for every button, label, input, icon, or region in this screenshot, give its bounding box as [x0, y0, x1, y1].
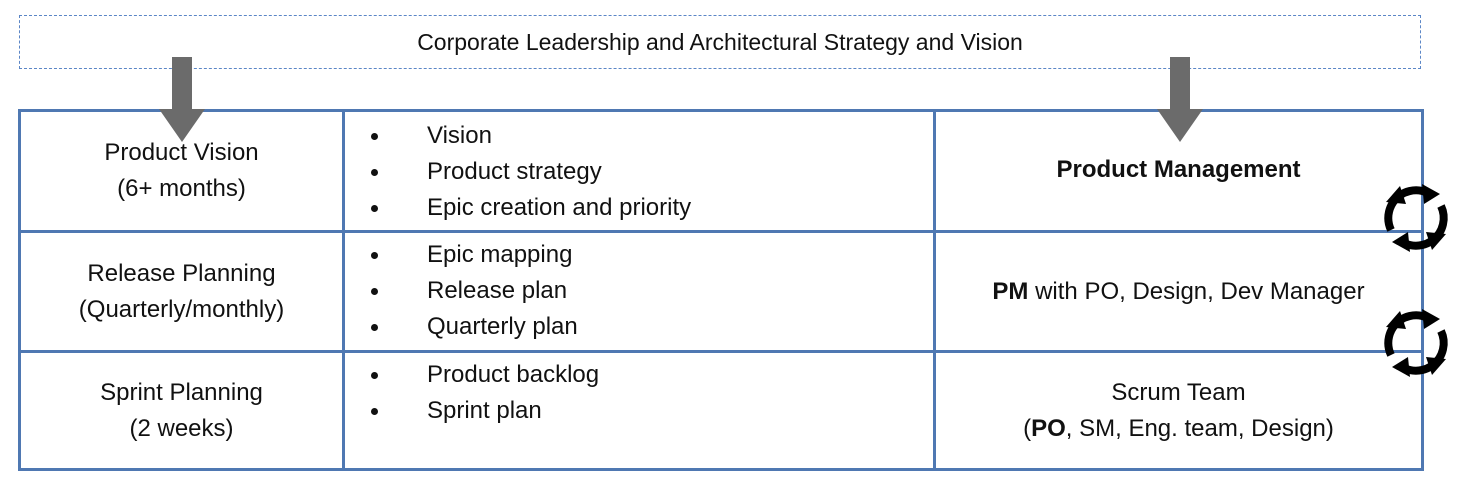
bullet-icon [371, 133, 378, 140]
banner-text: Corporate Leadership and Architectural S… [417, 28, 1023, 55]
list-item: Product backlog [345, 357, 599, 393]
list-item: Epic mapping [345, 237, 578, 273]
planning-table: Product Vision (6+ months) Vision Produc… [18, 109, 1424, 471]
list-item: Product strategy [345, 154, 691, 190]
level-cell: Product Vision (6+ months) [21, 112, 345, 230]
level-cadence: (6+ months) [117, 175, 246, 202]
bullet-icon [371, 408, 378, 415]
activities-cell: Product backlog Sprint plan [345, 353, 936, 468]
list-item: Vision [345, 118, 691, 154]
row-release-planning: Release Planning (Quarterly/monthly) Epi… [21, 233, 1421, 353]
level-cell: Sprint Planning (2 weeks) [21, 353, 345, 468]
level-title: Release Planning [87, 259, 276, 287]
bullet-icon [371, 288, 378, 295]
bullet-icon [371, 252, 378, 259]
down-arrow-icon [1157, 57, 1203, 142]
activities-cell: Epic mapping Release plan Quarterly plan [345, 233, 936, 350]
corporate-leadership-banner: Corporate Leadership and Architectural S… [19, 15, 1421, 69]
level-cadence: (Quarterly/monthly) [78, 295, 285, 323]
row-product-vision: Product Vision (6+ months) Vision Produc… [21, 112, 1421, 233]
level-title: Sprint Planning [100, 378, 263, 406]
level-cadence: (2 weeks) [129, 414, 234, 442]
owner-line1: Scrum Team [1111, 378, 1246, 406]
bullet-icon [371, 205, 378, 212]
bullet-icon [371, 169, 378, 176]
list-item: Release plan [345, 273, 578, 309]
bullet-icon [371, 324, 378, 331]
owner-bold: Product Management [1056, 156, 1301, 183]
row-sprint-planning: Sprint Planning (2 weeks) Product backlo… [21, 353, 1421, 468]
list-item: Epic creation and priority [345, 190, 691, 226]
level-title: Product Vision [104, 139, 259, 166]
refresh-cycle-icon [1384, 184, 1448, 252]
owner-cell: PM with PO, Design, Dev Manager [936, 233, 1421, 350]
owner-bold: PO [1031, 414, 1066, 442]
list-item: Quarterly plan [345, 309, 578, 345]
owner-rest: with PO, Design, Dev Manager [1028, 277, 1365, 305]
down-arrow-icon [159, 57, 205, 142]
list-item: Sprint plan [345, 393, 599, 429]
owner-bold: PM [992, 277, 1029, 305]
owner-cell: Scrum Team (PO, SM, Eng. team, Design) [936, 353, 1421, 468]
refresh-cycle-icon [1384, 309, 1448, 377]
bullet-icon [371, 372, 378, 379]
owner-cell: Product Management [936, 112, 1421, 230]
activities-cell: Vision Product strategy Epic creation an… [345, 112, 936, 230]
level-cell: Release Planning (Quarterly/monthly) [21, 233, 345, 350]
owner-rest: , SM, Eng. team, Design) [1065, 414, 1334, 442]
